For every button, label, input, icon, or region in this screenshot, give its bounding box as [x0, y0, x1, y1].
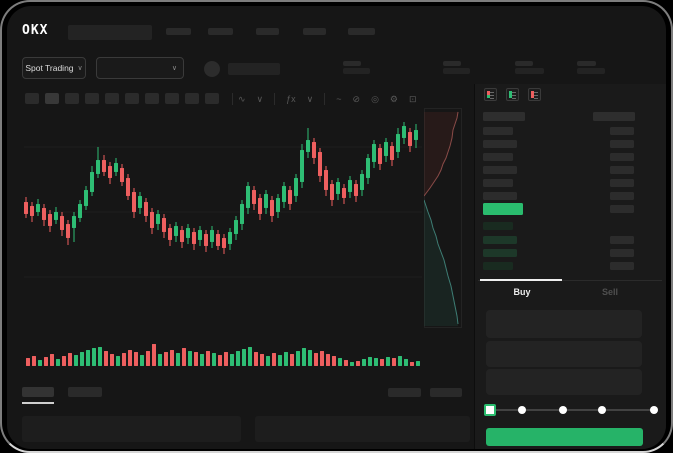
- candlestick-chart[interactable]: [24, 106, 422, 332]
- nav-item-placeholder[interactable]: [166, 28, 191, 35]
- bottom-action-placeholder[interactable]: [388, 388, 421, 397]
- interval-placeholder[interactable]: [85, 93, 99, 104]
- bid-size-placeholder: [610, 249, 634, 257]
- ask-price-placeholder: [483, 153, 513, 161]
- toolbar-divider: [232, 93, 233, 105]
- orders-panel-placeholder: [22, 416, 241, 442]
- line-tool-icon[interactable]: ~: [336, 94, 342, 104]
- volume-bars: [26, 344, 420, 366]
- orderbook-all-icon[interactable]: [484, 88, 497, 101]
- stat-value-placeholder: [515, 68, 544, 74]
- ask-size-placeholder: [610, 127, 634, 135]
- order-input-placeholder[interactable]: [486, 341, 642, 367]
- market-type-selector[interactable]: Spot Trading ∨: [22, 57, 86, 79]
- chart-toolbar-icons: ∿ ∨ ƒx ∨ ~ ⊘ ◎ ⚙ ⊡: [238, 93, 417, 105]
- buy-submit-button[interactable]: [486, 428, 643, 446]
- slider-stop[interactable]: [518, 406, 526, 414]
- ask-size-placeholder: [610, 166, 634, 174]
- interval-placeholder[interactable]: [165, 93, 179, 104]
- app-screen: OKX Spot Trading ∨ ∨ ∿ ∨ ƒx ∨ ~ ⊘ ◎ ⚙ ⊡: [7, 6, 666, 449]
- interval-placeholder[interactable]: [105, 93, 119, 104]
- ask-price-placeholder: [483, 192, 517, 200]
- bid-price-placeholder: [483, 249, 517, 257]
- nav-item-placeholder[interactable]: [208, 28, 233, 35]
- bottom-tab-underline: [22, 402, 54, 404]
- stat-value-placeholder: [343, 68, 370, 74]
- tabbar-divider: [478, 280, 662, 281]
- indicators-icon[interactable]: ƒx: [286, 94, 296, 104]
- bid-price-placeholder: [483, 236, 517, 244]
- last-price-bar: [483, 203, 523, 215]
- bid-price-placeholder: [483, 262, 513, 270]
- ask-size-placeholder: [610, 179, 634, 187]
- stat-label-placeholder: [343, 61, 361, 66]
- candle-style-icon[interactable]: ∿: [238, 94, 246, 104]
- bid-price-placeholder: [483, 222, 513, 230]
- stat-label-placeholder: [515, 61, 533, 66]
- ask-price-placeholder: [483, 127, 513, 135]
- bid-size-placeholder: [610, 236, 634, 244]
- indicators-chevron[interactable]: ∨: [306, 94, 314, 104]
- stat-label-placeholder: [577, 61, 596, 66]
- ask-size-placeholder: [610, 153, 634, 161]
- interval-placeholder[interactable]: [125, 93, 139, 104]
- bottom-tab-active-placeholder[interactable]: [22, 387, 54, 397]
- slider-stop[interactable]: [650, 406, 658, 414]
- last-size-placeholder: [610, 205, 634, 213]
- pair-selector[interactable]: ∨: [96, 57, 184, 79]
- slider-handle[interactable]: [484, 404, 496, 416]
- slider-stop[interactable]: [559, 406, 567, 414]
- price-placeholder: [228, 63, 280, 75]
- nav-item-placeholder[interactable]: [256, 28, 279, 35]
- interval-placeholder[interactable]: [185, 93, 199, 104]
- settings-icon[interactable]: ⚙: [389, 94, 398, 104]
- nav-item-placeholder[interactable]: [303, 28, 326, 35]
- orderbook-asks-icon[interactable]: [528, 88, 541, 101]
- ask-price-placeholder: [483, 166, 517, 174]
- interval-placeholder[interactable]: [205, 93, 219, 104]
- interval-placeholder[interactable]: [25, 93, 39, 104]
- chevron-down-icon: ∨: [77, 64, 83, 72]
- chevron-down-icon: ∨: [171, 64, 177, 72]
- orderbook-bids-icon[interactable]: [506, 88, 519, 101]
- bid-size-placeholder: [610, 262, 634, 270]
- token-avatar[interactable]: [204, 61, 220, 77]
- orderbook-header-placeholder: [593, 112, 635, 121]
- pair-title-placeholder: [68, 25, 152, 40]
- orderbook-header-placeholder: [483, 112, 525, 121]
- buy-tab-indicator: [480, 279, 562, 281]
- order-input-placeholder[interactable]: [486, 369, 642, 395]
- slider-track[interactable]: [489, 409, 657, 411]
- fullscreen-icon[interactable]: ⊡: [409, 94, 417, 104]
- ask-size-placeholder: [610, 140, 634, 148]
- history-panel-placeholder: [255, 416, 470, 442]
- screenshot-icon[interactable]: ◎: [371, 94, 379, 104]
- tab-buy[interactable]: Buy: [513, 287, 531, 297]
- interval-placeholder[interactable]: [65, 93, 79, 104]
- order-input-placeholder[interactable]: [486, 310, 642, 338]
- nav-item-placeholder[interactable]: [348, 28, 375, 35]
- tab-sell[interactable]: Sell: [601, 287, 618, 297]
- interval-placeholder[interactable]: [145, 93, 159, 104]
- stat-label-placeholder: [443, 61, 461, 66]
- candle-style-chevron[interactable]: ∨: [256, 94, 264, 104]
- draw-tool-icon[interactable]: ⊘: [352, 94, 361, 104]
- stat-value-placeholder: [577, 68, 605, 74]
- depth-chart[interactable]: [424, 108, 462, 328]
- bottom-tab-placeholder[interactable]: [68, 387, 102, 397]
- slider-stop[interactable]: [598, 406, 606, 414]
- market-type-label: Spot Trading: [25, 63, 74, 73]
- bottom-action-placeholder[interactable]: [430, 388, 462, 397]
- ask-price-placeholder: [483, 179, 513, 187]
- ask-price-placeholder: [483, 140, 517, 148]
- interval-placeholder[interactable]: [45, 93, 59, 104]
- ask-size-placeholder: [610, 192, 634, 200]
- stat-value-placeholder: [443, 68, 470, 74]
